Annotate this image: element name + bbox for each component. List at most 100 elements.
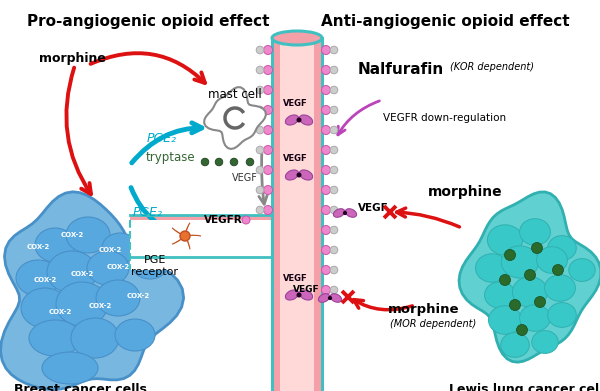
Ellipse shape [29, 320, 81, 356]
Ellipse shape [299, 170, 313, 180]
Circle shape [330, 46, 338, 54]
Circle shape [180, 231, 190, 241]
Ellipse shape [16, 260, 60, 296]
Ellipse shape [56, 282, 108, 326]
Polygon shape [130, 220, 272, 270]
Text: Breast cancer cells: Breast cancer cells [14, 383, 146, 391]
Circle shape [499, 274, 511, 285]
Ellipse shape [272, 31, 322, 45]
Ellipse shape [520, 305, 550, 331]
Circle shape [258, 254, 264, 260]
Text: Anti-angiogenic opioid effect: Anti-angiogenic opioid effect [320, 14, 569, 29]
Circle shape [322, 246, 331, 255]
Circle shape [256, 206, 264, 214]
Text: morphine: morphine [428, 185, 503, 199]
Ellipse shape [536, 247, 568, 273]
Circle shape [138, 254, 144, 260]
Circle shape [524, 269, 536, 280]
Circle shape [242, 216, 250, 224]
Ellipse shape [42, 352, 98, 384]
Circle shape [322, 106, 331, 115]
Text: morphine: morphine [388, 303, 460, 316]
Text: (MOR dependent): (MOR dependent) [390, 319, 476, 329]
Ellipse shape [346, 209, 356, 217]
Text: VEGF: VEGF [283, 99, 307, 108]
Circle shape [256, 186, 264, 194]
Polygon shape [272, 38, 322, 391]
Ellipse shape [487, 225, 523, 255]
Ellipse shape [502, 246, 539, 278]
Text: PGE
receptor: PGE receptor [131, 255, 179, 277]
Ellipse shape [334, 209, 344, 217]
Circle shape [256, 66, 264, 74]
Text: COX-2: COX-2 [70, 271, 94, 277]
Polygon shape [280, 42, 314, 391]
Text: Nalfurafin: Nalfurafin [358, 62, 444, 77]
Circle shape [194, 254, 200, 260]
Circle shape [330, 226, 338, 234]
Circle shape [162, 254, 168, 260]
Circle shape [322, 45, 331, 54]
Circle shape [146, 254, 152, 260]
Text: VEGF: VEGF [283, 274, 307, 283]
Polygon shape [130, 215, 272, 257]
Circle shape [130, 254, 136, 260]
Circle shape [322, 165, 331, 174]
Circle shape [230, 158, 238, 166]
Circle shape [263, 66, 272, 75]
Text: Pro-angiogenic opioid effect: Pro-angiogenic opioid effect [27, 14, 269, 29]
Ellipse shape [299, 290, 313, 300]
Ellipse shape [96, 280, 140, 316]
Ellipse shape [532, 331, 558, 353]
Circle shape [256, 86, 264, 94]
Text: Lewis lung cancer cells: Lewis lung cancer cells [449, 383, 600, 391]
Text: mast cell: mast cell [208, 88, 262, 101]
Circle shape [263, 86, 272, 95]
Circle shape [296, 172, 302, 178]
Circle shape [322, 185, 331, 194]
Polygon shape [185, 236, 190, 249]
Polygon shape [172, 236, 185, 244]
Circle shape [322, 226, 331, 235]
Circle shape [263, 45, 272, 54]
Circle shape [330, 286, 338, 294]
Text: (KOR dependent): (KOR dependent) [450, 62, 534, 72]
Circle shape [330, 66, 338, 74]
Circle shape [330, 166, 338, 174]
Ellipse shape [500, 333, 529, 357]
Ellipse shape [545, 275, 575, 301]
Circle shape [322, 145, 331, 154]
Ellipse shape [35, 228, 75, 262]
Text: tryptase: tryptase [145, 151, 195, 163]
Circle shape [322, 265, 331, 274]
Circle shape [322, 66, 331, 75]
Circle shape [517, 325, 527, 335]
Polygon shape [185, 235, 201, 236]
Text: COX-2: COX-2 [88, 303, 112, 309]
Text: PGE₂: PGE₂ [133, 206, 163, 219]
Circle shape [330, 126, 338, 134]
Polygon shape [185, 223, 190, 236]
Circle shape [246, 158, 254, 166]
Circle shape [215, 158, 223, 166]
Ellipse shape [286, 290, 299, 300]
Circle shape [263, 206, 272, 215]
Ellipse shape [331, 294, 341, 302]
Circle shape [234, 254, 240, 260]
Ellipse shape [512, 277, 548, 307]
Circle shape [328, 296, 332, 300]
Circle shape [256, 166, 264, 174]
Circle shape [330, 146, 338, 154]
Text: PGE₂: PGE₂ [147, 131, 177, 145]
Circle shape [263, 126, 272, 135]
Ellipse shape [319, 294, 329, 302]
Circle shape [210, 254, 216, 260]
Text: COX-2: COX-2 [34, 277, 56, 283]
Circle shape [250, 254, 256, 260]
Ellipse shape [132, 251, 168, 279]
Ellipse shape [299, 115, 313, 125]
Circle shape [296, 118, 302, 122]
Circle shape [201, 158, 209, 166]
Circle shape [178, 254, 184, 260]
Text: COX-2: COX-2 [49, 309, 71, 315]
